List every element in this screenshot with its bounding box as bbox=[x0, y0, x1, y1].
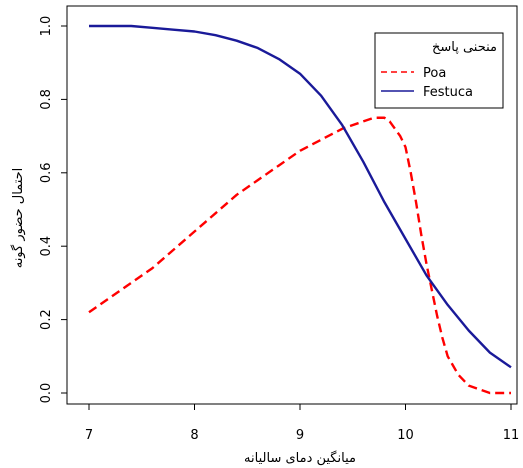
legend-title: منحنی پاسخ bbox=[432, 40, 497, 55]
y-tick-label: 0.0 bbox=[39, 383, 54, 404]
x-tick-label: 11 bbox=[503, 428, 520, 443]
legend-label-festuca: Festuca bbox=[423, 85, 473, 100]
legend: منحنی پاسخ Poa Festuca bbox=[374, 32, 504, 109]
y-tick-label: 1.0 bbox=[39, 16, 54, 37]
y-tick-label: 0.4 bbox=[39, 236, 54, 257]
y-tick-label: 0.6 bbox=[39, 162, 54, 183]
x-axis-title: میانگین دمای سالیانه bbox=[244, 450, 356, 466]
y-axis-title: احتمال حضور گونه bbox=[10, 168, 26, 269]
legend-box bbox=[374, 32, 504, 109]
series-layer bbox=[88, 24, 512, 395]
legend-label-poa: Poa bbox=[423, 66, 446, 81]
x-tick-label: 9 bbox=[296, 428, 304, 443]
x-tick-label: 10 bbox=[397, 428, 414, 443]
series-line-poa bbox=[88, 116, 511, 395]
y-axis: 0.0 0.2 0.4 0.6 0.8 1.0 bbox=[39, 16, 67, 404]
x-tick-label: 7 bbox=[85, 428, 93, 443]
y-tick-label: 0.8 bbox=[39, 89, 54, 110]
series-line-festuca bbox=[89, 24, 512, 369]
y-tick-label: 0.2 bbox=[39, 309, 54, 330]
x-tick-label: 8 bbox=[190, 428, 198, 443]
plot-frame bbox=[66, 5, 518, 405]
x-axis: 7 8 9 10 11 bbox=[85, 404, 519, 443]
